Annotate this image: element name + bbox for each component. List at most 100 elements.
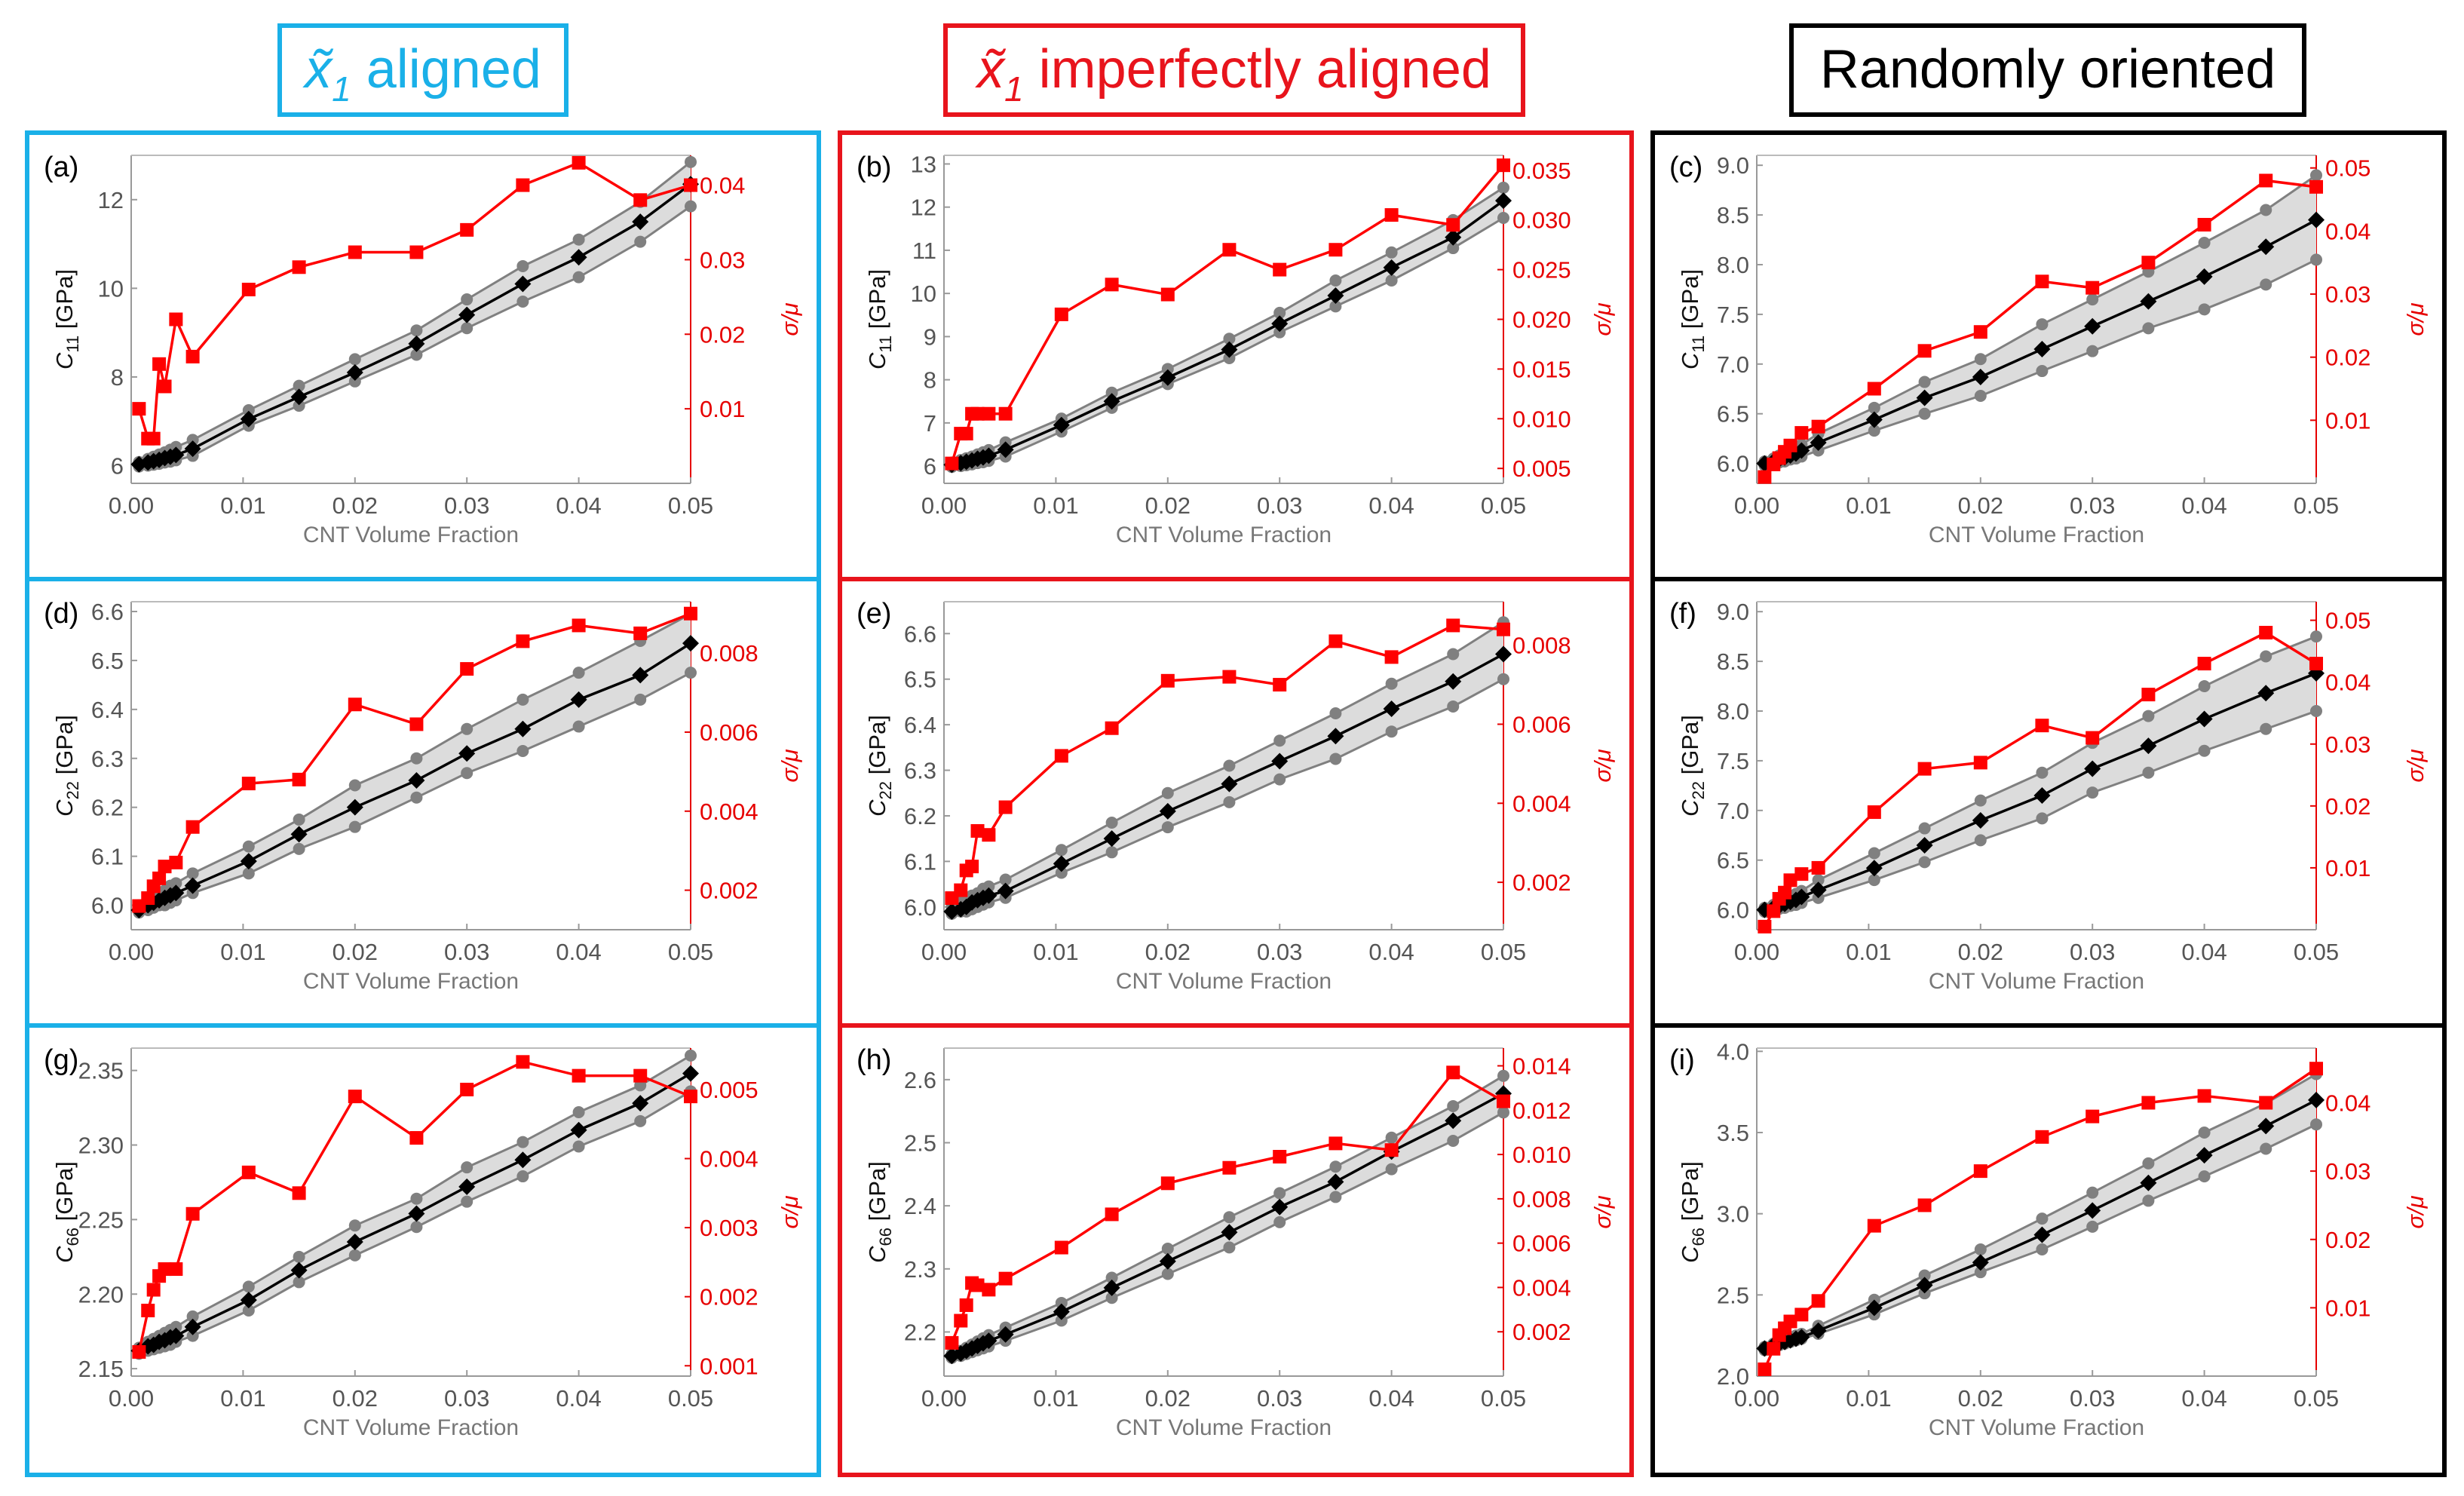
lower-bound-point [1975, 834, 1987, 846]
y-tick-label: 10 [911, 280, 936, 307]
cv-point [1446, 618, 1460, 632]
x-tick-label: 0.02 [1958, 492, 2003, 519]
lower-bound-point [349, 821, 361, 833]
cv-point [633, 1069, 647, 1083]
y2-tick-label: 0.03 [2325, 1158, 2371, 1185]
y-axis-title-symbol: C [864, 799, 890, 817]
cv-point [1778, 886, 1791, 900]
panel-label: (e) [857, 598, 891, 630]
cv-point [152, 357, 166, 371]
y2-tick-label: 0.004 [1512, 1274, 1571, 1301]
upper-bound-point [1497, 1070, 1509, 1082]
upper-bound-point [2199, 680, 2211, 692]
upper-bound-line [139, 162, 691, 462]
lower-bound-point [1497, 212, 1509, 224]
x-tick-label: 0.05 [1481, 1385, 1526, 1412]
y-tick-label: 6.5 [1717, 401, 1749, 428]
y-axis-title-unit: [GPa] [1677, 1161, 1703, 1228]
x-tick-label: 0.00 [921, 492, 967, 519]
lower-bound-point [1273, 774, 1286, 786]
lower-bound-point [461, 322, 473, 334]
cv-point [1055, 308, 1068, 321]
lower-bound-point [2260, 1143, 2272, 1155]
x-axis-title: CNT Volume Fraction [1929, 969, 2144, 994]
x-tick-label: 0.02 [1958, 1385, 2003, 1412]
upper-bound-point [349, 1219, 361, 1231]
upper-bound-point [461, 723, 473, 735]
upper-bound-point [1273, 1187, 1286, 1199]
y-tick-label: 6.6 [904, 621, 936, 647]
x-tick-label: 0.02 [333, 1385, 378, 1412]
cv-point [293, 1186, 306, 1200]
y-tick-label: 8 [924, 367, 936, 394]
y2-tick-label: 0.01 [700, 396, 745, 422]
y-tick-label: 6.1 [91, 844, 124, 870]
cv-point [2198, 657, 2211, 670]
y-tick-label: 3.0 [1717, 1201, 1749, 1228]
y-axis-title-unit: [GPa] [51, 715, 78, 781]
x-tick-label: 0.05 [668, 1385, 713, 1412]
y-tick-label: 11 [912, 238, 936, 264]
x-tick-label: 0.00 [109, 1385, 154, 1412]
y2-tick-label: 0.005 [700, 1077, 759, 1103]
y2-tick-label: 0.010 [1512, 406, 1571, 432]
y2-tick-label: 0.014 [1512, 1053, 1571, 1080]
lower-bound-point [2036, 365, 2048, 377]
x-tick-label: 0.02 [1958, 939, 2003, 965]
cv-point [1974, 325, 1987, 339]
cv-point [169, 856, 182, 869]
x-tick-label: 0.05 [668, 939, 713, 965]
y2-tick-label: 0.05 [2325, 155, 2371, 182]
y2-tick-label: 0.020 [1512, 307, 1571, 333]
panel-label: (h) [857, 1044, 891, 1076]
y-axis-title-subscript: 66 [1689, 1228, 1708, 1246]
upper-bound-point [2260, 204, 2272, 216]
y-tick-label: 12 [911, 195, 936, 221]
y2-tick-label: 0.035 [1512, 158, 1571, 184]
cv-point [132, 402, 146, 415]
y-axis-title: C66 [GPa] [1677, 1161, 1708, 1263]
cv-point [684, 179, 697, 192]
panel-a: (a) 0.00 0.01 0.02 0.03 0.04 0.05 CNT Volume Fr… [44, 152, 803, 547]
cv-point [1385, 1143, 1399, 1157]
cv-point [1918, 762, 1932, 776]
lower-bound-point [1386, 1163, 1398, 1176]
x-tick-label: 0.04 [1368, 492, 1414, 519]
panel-e: (e)0.00 0.01 0.02 0.03 0.04 0.05CNT Volume Fr… [857, 598, 1616, 994]
cv-point [1273, 1150, 1286, 1163]
lower-bound-point [2036, 812, 2048, 824]
y2-tick-label: 0.03 [2325, 731, 2371, 758]
y2-tick-label: 0.04 [2325, 670, 2371, 696]
y2-tick-label: 0.002 [700, 878, 759, 904]
lower-bound-point [2036, 1243, 2048, 1255]
upper-bound-point [2310, 169, 2322, 181]
panel-label: (d) [44, 598, 78, 630]
column-header-random-label: Randomly oriented [1820, 39, 2276, 100]
cv-point [1758, 1363, 1771, 1376]
cv-point [1273, 678, 1286, 691]
y-axis-title: C66 [GPa] [51, 1161, 82, 1263]
upper-bound-line [1764, 1074, 2316, 1347]
y2-tick-label: 0.010 [1512, 1142, 1571, 1168]
cv-point [1974, 1164, 1987, 1178]
y-tick-label: 2.35 [78, 1058, 124, 1084]
y2-tick-label: 0.05 [2325, 608, 2371, 634]
y2-tick-label: 0.004 [700, 1146, 759, 1173]
y-axis-title-unit: [GPa] [51, 269, 78, 336]
x-tick-label: 0.00 [921, 939, 967, 965]
confidence-band [139, 162, 691, 467]
lower-bound-point [1162, 1268, 1174, 1280]
lower-bound-point [2310, 1118, 2322, 1130]
y-axis-title: C11 [GPa] [1677, 269, 1708, 369]
upper-bound-point [2036, 1212, 2048, 1225]
x-tick-label: 0.03 [2070, 939, 2115, 965]
y-tick-label: 6.5 [91, 648, 124, 674]
cv-point [2198, 1089, 2211, 1102]
upper-bound-point [293, 1251, 305, 1263]
y2-tick-label: 0.006 [1512, 711, 1571, 737]
x-tick-label: 0.04 [556, 939, 601, 965]
x-tick-label: 0.01 [1846, 492, 1891, 519]
y-tick-label: 2.4 [904, 1193, 936, 1219]
upper-bound-point [1386, 247, 1398, 259]
cv-point [2309, 657, 2323, 670]
